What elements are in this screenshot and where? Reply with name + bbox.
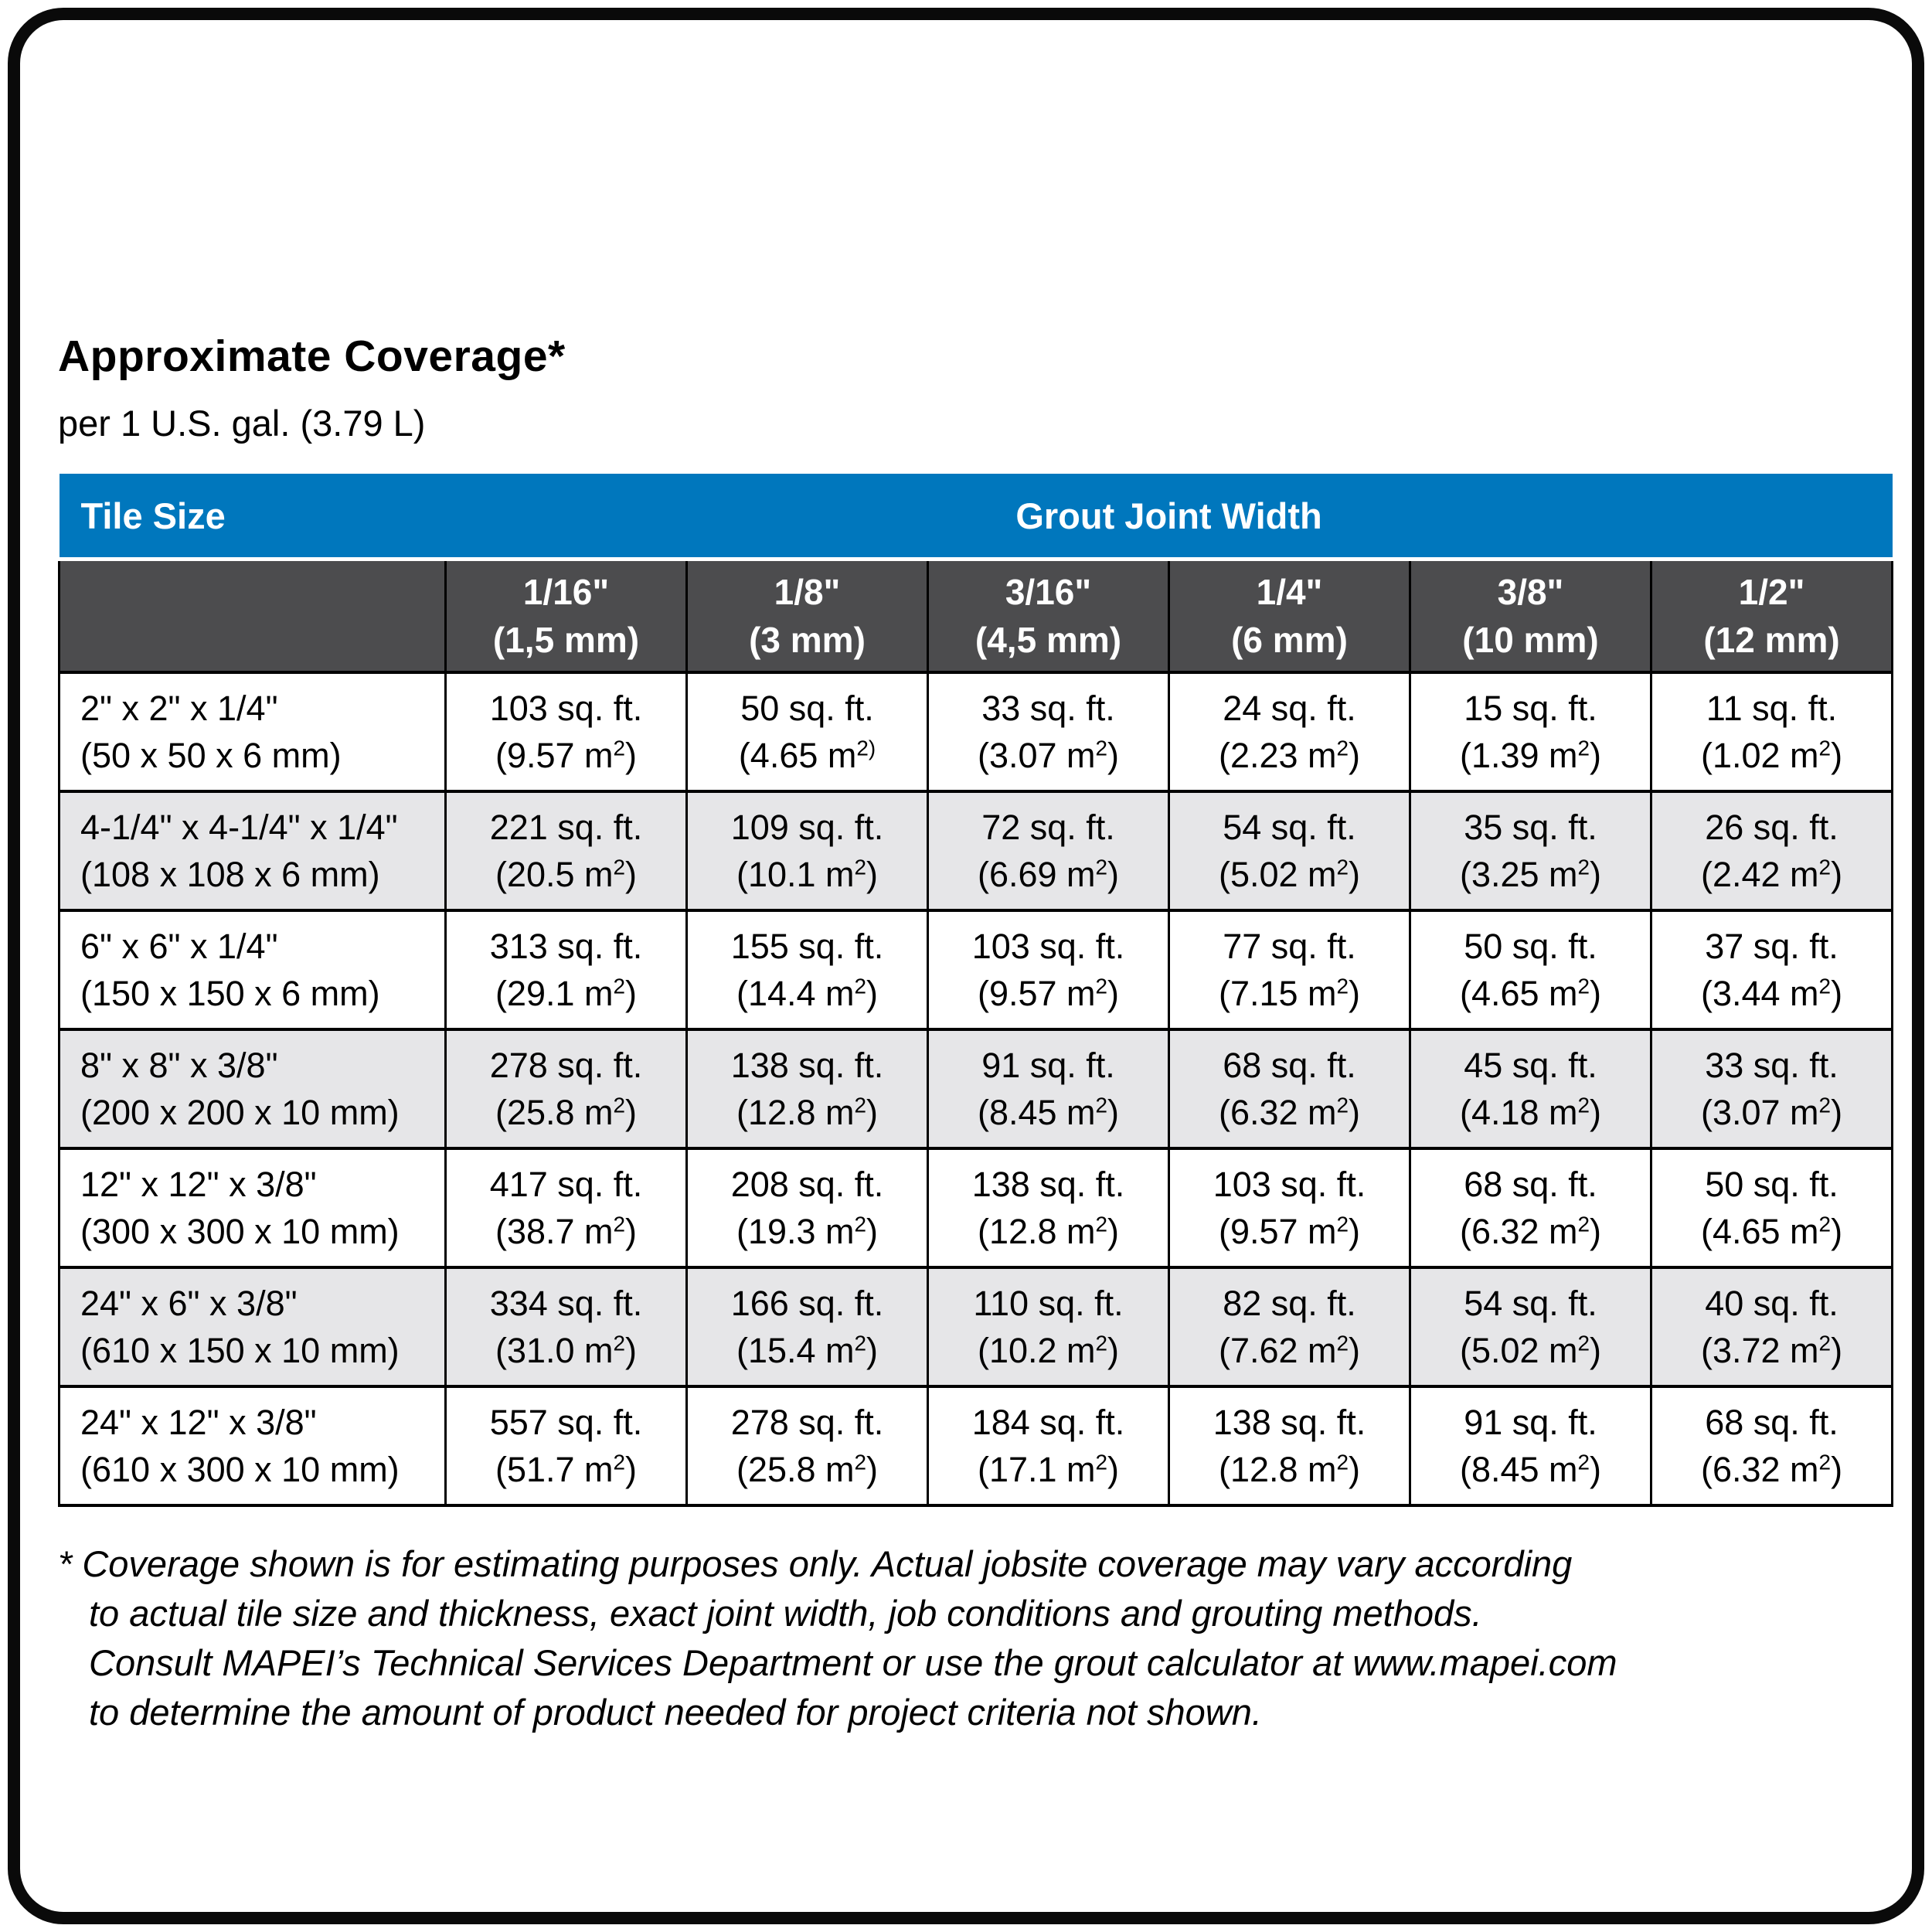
coverage-cell: 155 sq. ft. (14.4 m2) bbox=[685, 909, 929, 1031]
coverage-cell: 11 sq. ft. (1.02 m2) bbox=[1649, 671, 1894, 793]
grout-joint-width-header: Grout Joint Width bbox=[445, 474, 1893, 561]
coverage-cell: 54 sq. ft. (5.02 m2) bbox=[1409, 1266, 1652, 1388]
coverage-cell: 50 sq. ft. (4.65 m2) bbox=[1649, 1147, 1894, 1269]
coverage-cell: 15 sq. ft. (1.39 m2) bbox=[1409, 671, 1652, 793]
tile-row: 8" x 8" x 3/8" (200 x 200 x 10 mm) 278 sq.… bbox=[58, 1028, 1894, 1150]
tile-size-cell: 24" x 12" x 3/8" (610 x 300 x 10 mm) bbox=[58, 1385, 447, 1507]
coverage-cell: 91 sq. ft. (8.45 m2) bbox=[927, 1028, 1170, 1150]
coverage-cell: 208 sq. ft. (19.3 m2) bbox=[685, 1147, 929, 1269]
coverage-cell: 334 sq. ft. (31.0 m2) bbox=[444, 1266, 688, 1388]
coverage-cell: 37 sq. ft. (3.44 m2) bbox=[1649, 909, 1894, 1031]
tile-size-cell: 12" x 12" x 3/8" (300 x 300 x 10 mm) bbox=[58, 1147, 447, 1269]
tile-row: 6" x 6" x 1/4" (150 x 150 x 6 mm) 313 sq. … bbox=[58, 909, 1894, 1031]
coverage-cell: 24 sq. ft. (2.23 m2) bbox=[1168, 671, 1411, 793]
tile-size-cell: 6" x 6" x 1/4" (150 x 150 x 6 mm) bbox=[58, 909, 447, 1031]
tile-row: 4-1/4" x 4-1/4" x 1/4" (108 x 108 x 6 mm)… bbox=[58, 790, 1894, 912]
tile-size-cell: 2" x 2" x 1/4" (50 x 50 x 6 mm) bbox=[58, 671, 447, 793]
coverage-cell: 50 sq. ft. (4.65 m2) bbox=[685, 671, 929, 793]
footnote-line: * Coverage shown is for estimating purpo… bbox=[58, 1543, 1573, 1584]
joint-width-header-cell: 1/4" (6 mm) bbox=[1168, 559, 1411, 674]
coverage-cell: 417 sq. ft. (38.7 m2) bbox=[444, 1147, 688, 1269]
coverage-cell: 103 sq. ft. (9.57 m2) bbox=[927, 909, 1170, 1031]
empty-subheader-cell bbox=[58, 559, 447, 674]
coverage-cell: 40 sq. ft. (3.72 m2) bbox=[1649, 1266, 1894, 1388]
coverage-cell: 109 sq. ft. (10.1 m2) bbox=[685, 790, 929, 912]
coverage-cell: 313 sq. ft. (29.1 m2) bbox=[444, 909, 688, 1031]
footnote-line: Consult MAPEI’s Technical Services Depar… bbox=[89, 1642, 1617, 1683]
tile-row: 12" x 12" x 3/8" (300 x 300 x 10 mm) 417 s… bbox=[58, 1147, 1894, 1269]
table-header-row: Tile Size Grout Joint Width bbox=[59, 474, 1893, 561]
coverage-cell: 138 sq. ft. (12.8 m2) bbox=[685, 1028, 929, 1150]
coverage-cell: 33 sq. ft. (3.07 m2) bbox=[1649, 1028, 1894, 1150]
coverage-cell: 184 sq. ft. (17.1 m2) bbox=[927, 1385, 1170, 1507]
coverage-table: Tile Size Grout Joint Width 1/16" (1,5 mm… bbox=[58, 474, 1894, 1507]
coverage-cell: 26 sq. ft. (2.42 m2) bbox=[1649, 790, 1894, 912]
coverage-cell: 68 sq. ft. (6.32 m2) bbox=[1409, 1147, 1652, 1269]
coverage-cell: 278 sq. ft. (25.8 m2) bbox=[444, 1028, 688, 1150]
page-subtitle: per 1 U.S. gal. (3.79 L) bbox=[58, 403, 426, 444]
coverage-cell: 166 sq. ft. (15.4 m2) bbox=[685, 1266, 929, 1388]
tile-size-header: Tile Size bbox=[59, 474, 446, 561]
coverage-cell: 50 sq. ft. (4.65 m2) bbox=[1409, 909, 1652, 1031]
footnote-line: to determine the amount of product neede… bbox=[89, 1692, 1262, 1733]
joint-width-header-cell: 3/8" (10 mm) bbox=[1409, 559, 1652, 674]
tile-size-cell: 8" x 8" x 3/8" (200 x 200 x 10 mm) bbox=[58, 1028, 447, 1150]
joint-width-header-cell: 3/16" (4,5 mm) bbox=[927, 559, 1170, 674]
coverage-cell: 103 sq. ft. (9.57 m2) bbox=[444, 671, 688, 793]
coverage-cell: 77 sq. ft. (7.15 m2) bbox=[1168, 909, 1411, 1031]
joint-width-header-cell: 1/2" (12 mm) bbox=[1649, 559, 1894, 674]
coverage-cell: 45 sq. ft. (4.18 m2) bbox=[1409, 1028, 1652, 1150]
coverage-cell: 110 sq. ft. (10.2 m2) bbox=[927, 1266, 1170, 1388]
page-title: Approximate Coverage* bbox=[58, 332, 566, 381]
coverage-cell: 68 sq. ft. (6.32 m2) bbox=[1649, 1385, 1894, 1507]
tile-size-cell: 24" x 6" x 3/8" (610 x 150 x 10 mm) bbox=[58, 1266, 447, 1388]
coverage-cell: 68 sq. ft. (6.32 m2) bbox=[1168, 1028, 1411, 1150]
coverage-cell: 557 sq. ft. (51.7 m2) bbox=[444, 1385, 688, 1507]
joint-width-header-cell: 1/8" (3 mm) bbox=[685, 559, 929, 674]
footnote: * Coverage shown is for estimating purpo… bbox=[58, 1539, 1891, 1737]
coverage-cell: 278 sq. ft. (25.8 m2) bbox=[685, 1385, 929, 1507]
coverage-cell: 33 sq. ft. (3.07 m2) bbox=[927, 671, 1170, 793]
coverage-cell: 103 sq. ft. (9.57 m2) bbox=[1168, 1147, 1411, 1269]
tile-row: 24" x 6" x 3/8" (610 x 150 x 10 mm) 334 sq… bbox=[58, 1266, 1894, 1388]
tile-row: 24" x 12" x 3/8" (610 x 300 x 10 mm) 557 s… bbox=[58, 1385, 1894, 1507]
coverage-cell: 138 sq. ft. (12.8 m2) bbox=[1168, 1385, 1411, 1507]
coverage-cell: 54 sq. ft. (5.02 m2) bbox=[1168, 790, 1411, 912]
coverage-cell: 221 sq. ft. (20.5 m2) bbox=[444, 790, 688, 912]
joint-width-header-cell: 1/16" (1,5 mm) bbox=[444, 559, 688, 674]
coverage-cell: 91 sq. ft. (8.45 m2) bbox=[1409, 1385, 1652, 1507]
coverage-cell: 72 sq. ft. (6.69 m2) bbox=[927, 790, 1170, 912]
coverage-section: Approximate Coverage* per 1 U.S. gal. (3… bbox=[58, 331, 1894, 1737]
coverage-cell: 138 sq. ft. (12.8 m2) bbox=[927, 1147, 1170, 1269]
footnote-line: to actual tile size and thickness, exact… bbox=[89, 1593, 1482, 1634]
tile-size-cell: 4-1/4" x 4-1/4" x 1/4" (108 x 108 x 6 mm) bbox=[58, 790, 447, 912]
coverage-cell: 82 sq. ft. (7.62 m2) bbox=[1168, 1266, 1411, 1388]
tile-row: 2" x 2" x 1/4" (50 x 50 x 6 mm) 103 sq. ft… bbox=[58, 671, 1894, 793]
joint-width-subheader-row: 1/16" (1,5 mm) 1/8" (3 mm) 3/16" (4,5 mm) 1/4"… bbox=[58, 559, 1894, 674]
coverage-cell: 35 sq. ft. (3.25 m2) bbox=[1409, 790, 1652, 912]
